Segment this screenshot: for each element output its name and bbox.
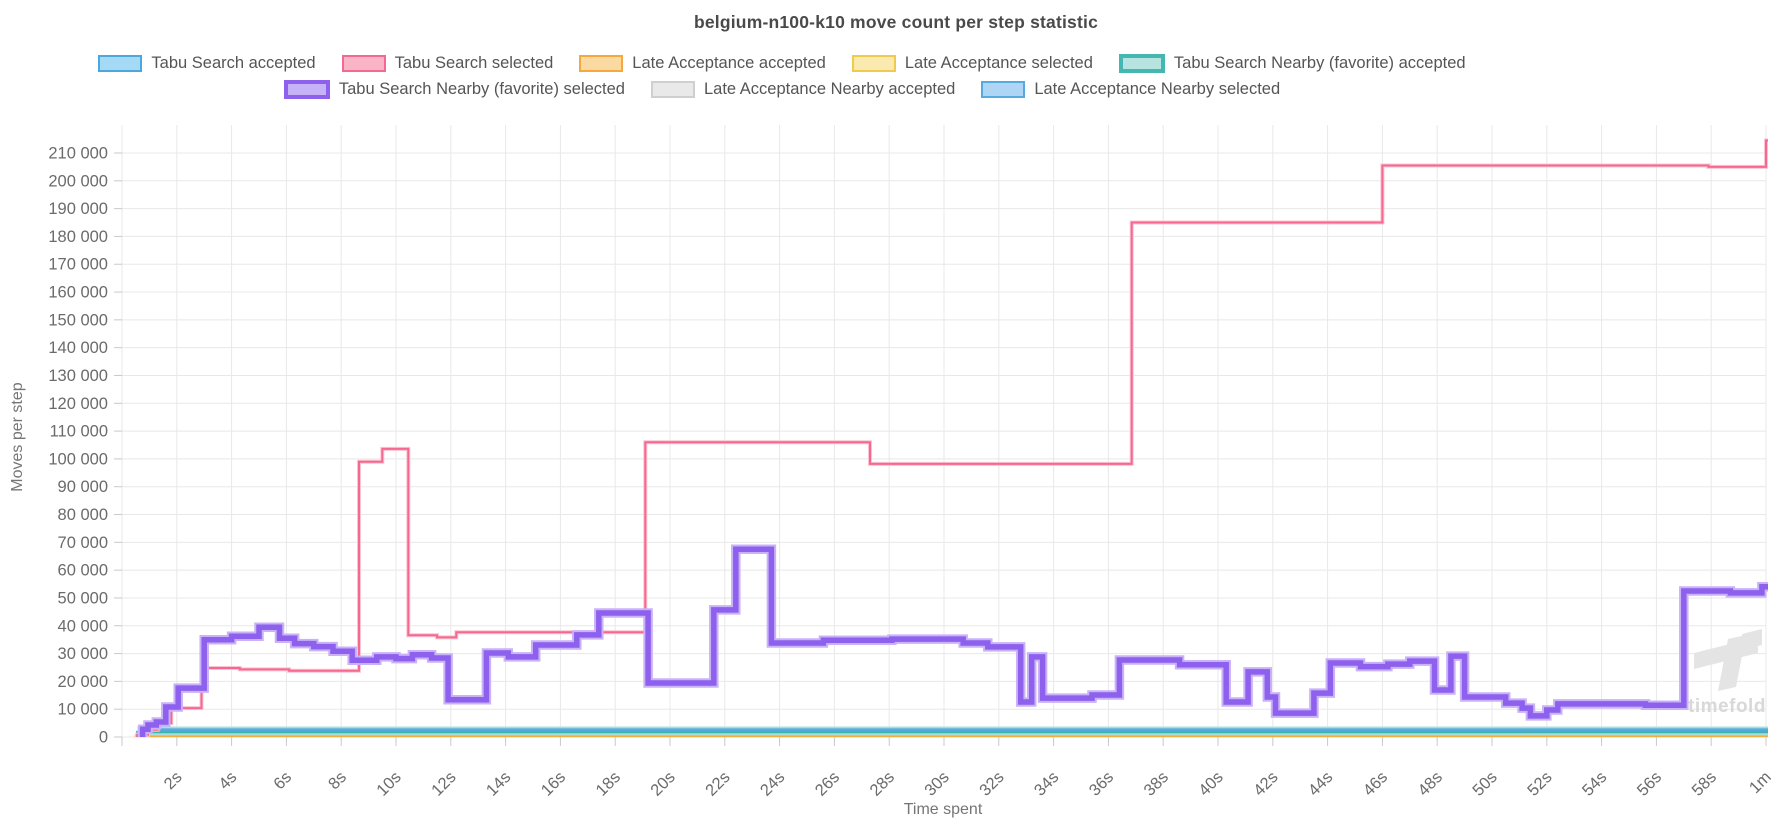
y-tick-label: 30 000 <box>58 645 108 663</box>
y-axis-title: Moves per step <box>9 382 26 492</box>
legend-swatch-icon <box>98 55 143 72</box>
series-halo-tabu-selected <box>135 138 1768 737</box>
legend-label: Late Acceptance Nearby selected <box>1034 80 1281 98</box>
legend-swatch-icon <box>1118 54 1165 73</box>
x-tick-label: 4s <box>215 768 240 793</box>
x-tick-label: 58s <box>1688 768 1720 800</box>
x-tick-label: 2s <box>161 768 186 793</box>
x-tick-label: 24s <box>757 768 789 800</box>
x-tick-label: 56s <box>1634 768 1666 800</box>
legend-label: Tabu Search selected <box>394 54 554 72</box>
x-tick-label: 16s <box>538 768 570 800</box>
x-tick-label: 10s <box>373 768 405 800</box>
x-tick-label: 50s <box>1469 768 1501 800</box>
x-tick-label: 38s <box>1140 768 1172 800</box>
legend-item: Tabu Search Nearby (favorite) selected <box>283 80 625 99</box>
legend-label: Tabu Search Nearby (favorite) accepted <box>1173 54 1466 72</box>
y-tick-label: 170 000 <box>48 256 108 274</box>
x-tick-label: 8s <box>325 768 350 793</box>
x-tick-label: 54s <box>1579 768 1611 800</box>
x-tick-label: 46s <box>1360 768 1392 800</box>
y-tick-label: 60 000 <box>58 562 108 580</box>
grid-lines <box>121 125 1767 738</box>
x-tick-label: 6s <box>270 768 295 793</box>
x-tick-label: 42s <box>1250 768 1282 800</box>
series-lines <box>134 138 1768 738</box>
legend-item: Tabu Search accepted <box>98 54 316 73</box>
y-tick-label: 70 000 <box>58 534 108 552</box>
x-tick-label: 52s <box>1524 768 1556 800</box>
y-tick-label: 190 000 <box>48 200 108 218</box>
x-tick-label: 28s <box>866 768 898 800</box>
legend-swatch-icon <box>579 55 624 72</box>
y-tick-label: 200 000 <box>48 172 108 190</box>
series-line-la-accepted <box>134 734 1768 737</box>
x-tick-label: 36s <box>1086 768 1118 800</box>
legend-label: Late Acceptance Nearby accepted <box>703 80 956 98</box>
y-tick-label: 40 000 <box>58 617 108 635</box>
x-tick-label: 32s <box>976 768 1008 800</box>
y-tick-label: 80 000 <box>58 506 108 524</box>
x-axis-title: Time spent <box>903 801 983 818</box>
legend-label: Tabu Search accepted <box>151 54 316 72</box>
y-tick-label: 180 000 <box>48 228 108 246</box>
legend-item: Late Acceptance Nearby accepted <box>650 80 956 99</box>
x-tick-label: 44s <box>1305 768 1337 800</box>
x-tick-label: 20s <box>647 768 679 800</box>
legend-label: Late Acceptance selected <box>904 54 1093 72</box>
x-tick-label: 18s <box>592 768 624 800</box>
legend-item: Tabu Search selected <box>341 54 554 73</box>
y-tick-label: 210 000 <box>48 145 108 163</box>
x-tick-label: 40s <box>1195 768 1227 800</box>
x-tick-label: 12s <box>428 768 460 800</box>
watermark-text: timefold <box>1688 696 1766 717</box>
y-tick-label: 140 000 <box>48 339 108 357</box>
y-tick-label: 90 000 <box>58 478 108 496</box>
legend-swatch-icon <box>851 55 896 72</box>
legend-item: Late Acceptance Nearby selected <box>981 80 1280 99</box>
legend-item: Tabu Search Nearby (favorite) accepted <box>1118 54 1466 73</box>
legend-item: Late Acceptance selected <box>851 54 1093 73</box>
legend-label: Tabu Search Nearby (favorite) selected <box>338 80 625 98</box>
timefold-logo-icon <box>1718 635 1746 691</box>
legend-label: Late Acceptance accepted <box>632 54 826 72</box>
timefold-watermark: timefold <box>1688 629 1766 717</box>
series-line-tabu-selected <box>136 139 1768 737</box>
x-tick-label: 22s <box>702 768 734 800</box>
legend-swatch-icon <box>283 80 330 99</box>
y-tick-label: 110 000 <box>50 423 108 441</box>
y-tick-label: 100 000 <box>48 450 108 468</box>
y-tick-label: 150 000 <box>48 311 108 329</box>
series-line-tabu-nearby-selected <box>139 546 1768 737</box>
timefold-logo-icon <box>1742 629 1762 650</box>
legend-swatch-icon <box>650 81 695 98</box>
chart-title: belgium-n100-k10 move count per step sta… <box>693 12 1099 32</box>
legend-row-1: Tabu Search accepted Tabu Search selected… <box>98 54 1466 73</box>
axis-ticks <box>114 152 1767 746</box>
y-tick-label: 160 000 <box>48 284 108 302</box>
legend-swatch-icon <box>341 55 386 72</box>
x-tick-label: 1m <box>1746 768 1775 797</box>
legend-row-2: Tabu Search Nearby (favorite) selected La… <box>283 80 1280 99</box>
x-tick-label: 26s <box>812 768 844 800</box>
y-tick-label: 130 000 <box>48 367 108 385</box>
y-tick-label: 20 000 <box>58 673 108 691</box>
x-tick-label: 14s <box>483 768 515 800</box>
y-tick-label: 10 000 <box>58 701 108 719</box>
x-tick-label: 30s <box>921 768 953 800</box>
x-tick-label: 48s <box>1414 768 1446 800</box>
legend-item: Late Acceptance accepted <box>579 54 826 73</box>
chart-legend: Tabu Search accepted Tabu Search selected… <box>0 54 1564 99</box>
y-tick-label: 120 000 <box>48 395 108 413</box>
y-tick-label: 50 000 <box>58 589 108 607</box>
x-tick-label: 34s <box>1031 768 1063 800</box>
legend-swatch-icon <box>981 81 1026 98</box>
y-tick-label: 0 <box>99 729 108 747</box>
